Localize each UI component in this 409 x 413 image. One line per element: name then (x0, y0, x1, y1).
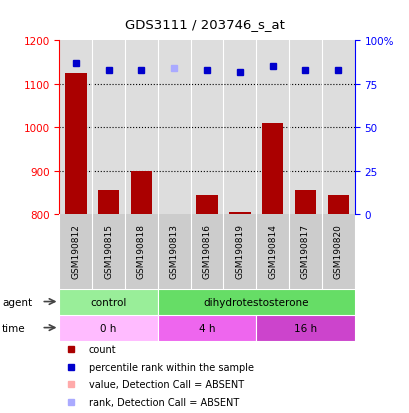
Text: control: control (90, 297, 126, 307)
Bar (327, 195, 348, 215)
Bar (196, 195, 217, 215)
Bar (157, 289, 354, 315)
Text: GSM190814: GSM190814 (267, 223, 276, 278)
Text: percentile rank within the sample: percentile rank within the sample (89, 362, 253, 372)
Text: 16 h: 16 h (293, 323, 316, 333)
Text: count: count (89, 344, 116, 354)
Text: 4 h: 4 h (198, 323, 215, 333)
Text: GSM190818: GSM190818 (137, 223, 146, 278)
Text: GSM190820: GSM190820 (333, 223, 342, 278)
Text: GSM190819: GSM190819 (235, 223, 244, 278)
Bar (261, 123, 283, 215)
Text: GDS3111 / 203746_s_at: GDS3111 / 203746_s_at (125, 18, 284, 31)
Text: GSM190812: GSM190812 (71, 223, 80, 278)
Text: value, Detection Call = ABSENT: value, Detection Call = ABSENT (89, 380, 243, 389)
Text: GSM190817: GSM190817 (300, 223, 309, 278)
Bar (130, 171, 152, 215)
Text: rank, Detection Call = ABSENT: rank, Detection Call = ABSENT (89, 397, 238, 407)
Bar (157, 315, 256, 341)
Text: GSM190816: GSM190816 (202, 223, 211, 278)
Text: agent: agent (2, 297, 32, 307)
Bar (65, 74, 86, 215)
Text: time: time (2, 323, 26, 333)
Bar (294, 191, 315, 215)
Text: GSM190813: GSM190813 (169, 223, 178, 278)
Bar (98, 191, 119, 215)
Text: GSM190815: GSM190815 (104, 223, 113, 278)
Bar (59, 315, 157, 341)
Text: 0 h: 0 h (100, 323, 117, 333)
Bar (256, 315, 354, 341)
Bar (59, 289, 157, 315)
Bar (229, 212, 250, 215)
Text: dihydrotestosterone: dihydrotestosterone (203, 297, 308, 307)
